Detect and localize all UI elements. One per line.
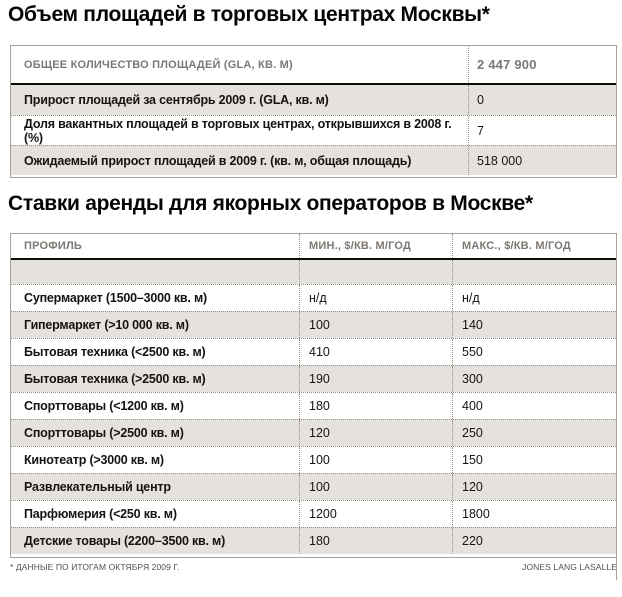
rent-rates-table-header: ПРОФИЛЬ МИН., $/КВ. М/ГОД МАКС., $/КВ. М…: [11, 234, 616, 260]
table-row: Бытовая техника (>2500 кв. м) 190 300: [11, 365, 616, 392]
max-cell: 150: [452, 447, 616, 473]
max-cell: 300: [452, 366, 616, 392]
total-space-table-body: Прирост площадей за сентябрь 2009 г. (GL…: [11, 85, 616, 175]
min-cell: 100: [299, 312, 452, 338]
profile-cell: Бытовая техника (<2500 кв. м): [24, 345, 206, 359]
min-cell: 190: [299, 366, 452, 392]
metric-label: Доля вакантных площадей в торговых центр…: [24, 116, 452, 145]
right-edge-rule: [616, 558, 617, 580]
min-cell: 100: [299, 447, 452, 473]
column-header-profile: ПРОФИЛЬ: [24, 240, 82, 252]
metric-value: 7: [468, 116, 616, 145]
min-cell: 410: [299, 339, 452, 365]
footer: * ДАННЫЕ ПО ИТОГАМ ОКТЯБРЯ 2009 Г. JONES…: [10, 562, 617, 572]
header-label: ОБЩЕЕ КОЛИЧЕСТВО ПЛОЩАДЕЙ (GLA, КВ. М): [24, 58, 293, 71]
table-row: Кинотеатр (>3000 кв. м) 100 150: [11, 446, 616, 473]
metric-value: 0: [468, 85, 616, 115]
profile-cell: Гипермаркет (>10 000 кв. м): [24, 318, 189, 332]
min-cell: 100: [299, 474, 452, 500]
table-row: Спорттовары (<1200 кв. м) 180 400: [11, 392, 616, 419]
max-cell: 550: [452, 339, 616, 365]
min-cell: н/д: [299, 285, 452, 311]
min-cell: 1200: [299, 501, 452, 527]
header-value: 2 447 900: [468, 46, 616, 83]
table-row: Гипермаркет (>10 000 кв. м) 100 140: [11, 311, 616, 338]
profile-cell: Парфюмерия (<250 кв. м): [24, 507, 177, 521]
table-row: Парфюмерия (<250 кв. м) 1200 1800: [11, 500, 616, 527]
column-header-max: МАКС., $/КВ. М/ГОД: [452, 234, 616, 258]
max-cell: 120: [452, 474, 616, 500]
rent-rates-table-body: Супермаркет (1500–3000 кв. м) н/д н/д Ги…: [11, 260, 616, 554]
max-cell: [452, 260, 616, 284]
profile-cell: Развлекательный центр: [24, 480, 171, 494]
metric-label: Ожидаемый прирост площадей в 2009 г. (кв…: [24, 153, 412, 168]
metric-label: Прирост площадей за сентябрь 2009 г. (GL…: [24, 93, 329, 107]
table-row: Доля вакантных площадей в торговых центр…: [11, 115, 616, 145]
table-row: Ожидаемый прирост площадей в 2009 г. (кв…: [11, 145, 616, 175]
max-cell: 1800: [452, 501, 616, 527]
max-cell: 400: [452, 393, 616, 419]
footnote: * ДАННЫЕ ПО ИТОГАМ ОКТЯБРЯ 2009 Г.: [10, 562, 180, 572]
table-row: Спорттовары (>2500 кв. м) 120 250: [11, 419, 616, 446]
table-row: Супермаркет (1500–3000 кв. м) н/д н/д: [11, 284, 616, 311]
source-credit: JONES LANG LASALLE: [522, 562, 617, 572]
section1-title: Объем площадей в торговых центрах Москвы…: [8, 3, 490, 26]
profile-cell: Кинотеатр (>3000 кв. м): [24, 453, 164, 467]
table-row: Прирост площадей за сентябрь 2009 г. (GL…: [11, 85, 616, 115]
max-cell: 220: [452, 528, 616, 554]
min-cell: 120: [299, 420, 452, 446]
min-cell: 180: [299, 528, 452, 554]
rent-rates-table: ПРОФИЛЬ МИН., $/КВ. М/ГОД МАКС., $/КВ. М…: [10, 233, 617, 558]
metric-value: 518 000: [468, 146, 616, 175]
table-row: Развлекательный центр 100 120: [11, 473, 616, 500]
profile-cell: Супермаркет (1500–3000 кв. м): [24, 291, 207, 305]
min-cell: 180: [299, 393, 452, 419]
max-cell: 140: [452, 312, 616, 338]
table-row: Бытовая техника (<2500 кв. м) 410 550: [11, 338, 616, 365]
section2-title: Ставки аренды для якорных операторов в М…: [8, 192, 533, 215]
profile-cell: Детские товары (2200–3500 кв. м): [24, 534, 226, 548]
max-cell: 250: [452, 420, 616, 446]
table-row-spacer: [11, 260, 616, 284]
min-cell: [299, 260, 452, 284]
profile-cell: Спорттовары (<1200 кв. м): [24, 399, 184, 413]
max-cell: н/д: [452, 285, 616, 311]
profile-cell: Спорттовары (>2500 кв. м): [24, 426, 184, 440]
column-header-min: МИН., $/КВ. М/ГОД: [299, 234, 452, 258]
total-space-table-header: ОБЩЕЕ КОЛИЧЕСТВО ПЛОЩАДЕЙ (GLA, КВ. М) 2…: [11, 46, 616, 85]
profile-cell: Бытовая техника (>2500 кв. м): [24, 372, 206, 386]
total-space-table: ОБЩЕЕ КОЛИЧЕСТВО ПЛОЩАДЕЙ (GLA, КВ. М) 2…: [10, 45, 617, 178]
table-row: Детские товары (2200–3500 кв. м) 180 220: [11, 527, 616, 554]
